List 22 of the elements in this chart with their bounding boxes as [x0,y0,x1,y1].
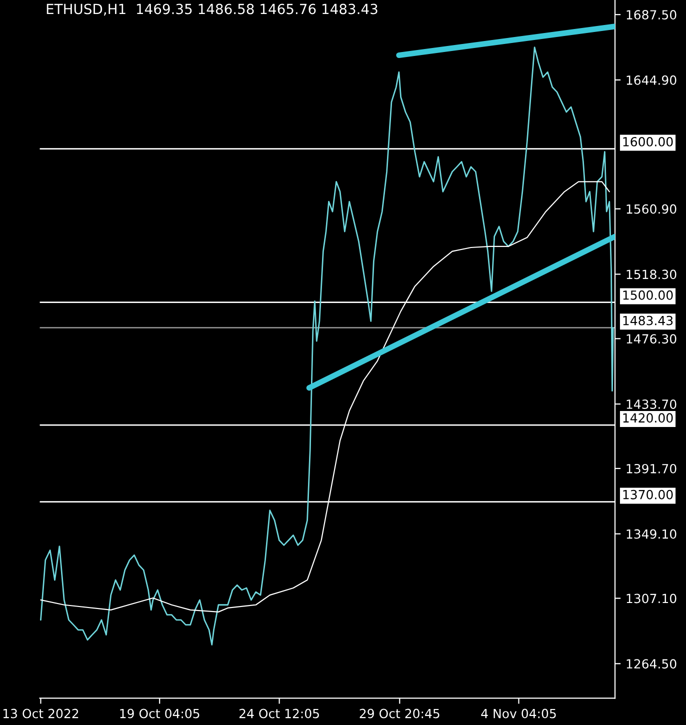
y-tick-label: 1518.30 [626,270,676,280]
chart-title: ETHUSD,H1 1469.35 1486.58 1465.76 1483.43 [46,4,378,16]
y-tick-label: 1476.30 [626,334,676,344]
line-series [40,46,614,646]
y-tick-label: 1433.70 [626,399,676,409]
ref-line-label: 1600.00 [623,136,673,146]
y-tick-label: 1264.50 [626,659,676,669]
x-tick-label: 24 Oct 12:05 [239,708,319,718]
x-tick-label: 29 Oct 20:45 [360,708,440,718]
y-tick-label: 1687.50 [626,10,676,20]
ref-line-label: 1500.00 [623,290,673,300]
y-tick-label: 1307.10 [626,594,676,604]
y-tick-label: 1560.90 [626,204,676,214]
ref-line-label: 1370.00 [623,490,673,500]
x-tick-label: 13 Oct 2022 [3,708,78,718]
x-tick-label: 4 Nov 04:05 [481,708,556,718]
y-tick-label: 1391.70 [626,464,676,474]
x-tick-label: 19 Oct 04:05 [120,708,200,718]
y-tick-label: 1644.90 [626,75,676,85]
ref-line-label: 1420.00 [623,413,673,423]
ref-line-label: 1483.43 [623,316,673,326]
y-tick-label: 1349.10 [626,529,676,539]
